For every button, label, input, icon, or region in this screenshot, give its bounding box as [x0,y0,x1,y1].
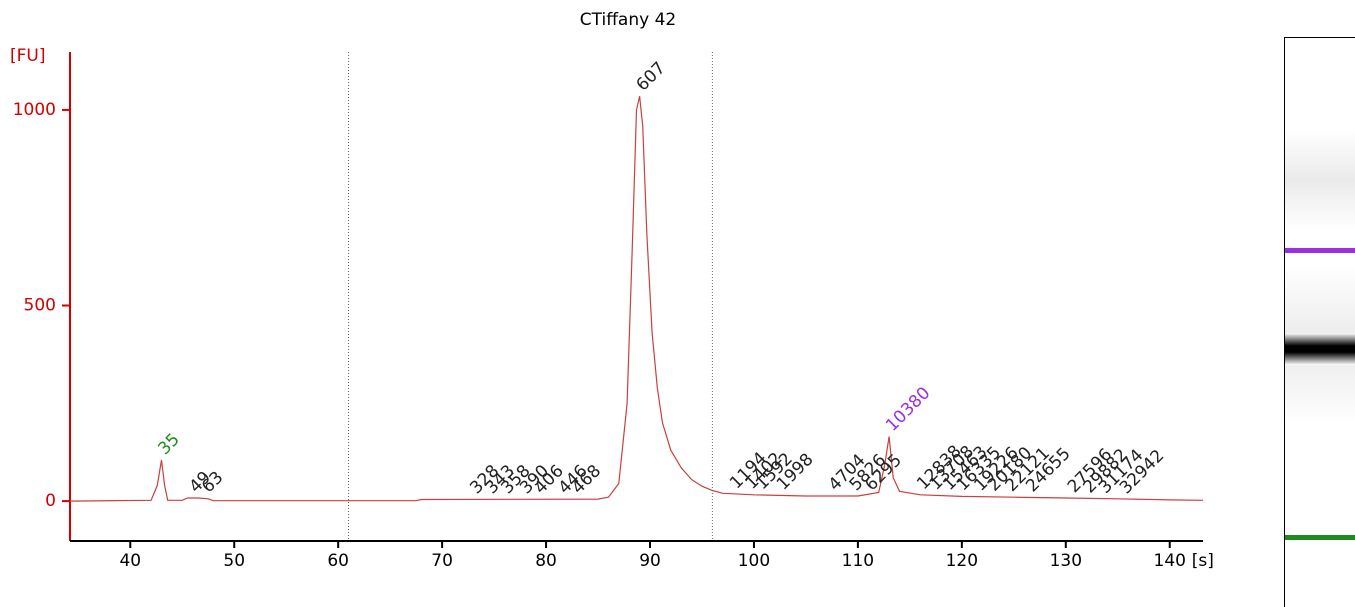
peak-label: 10380 [882,383,934,435]
gel-lane [1284,37,1355,607]
x-tick-label: 80 [535,551,557,571]
gel-lower-marker [1285,535,1355,540]
x-axis-label: [s] [1192,551,1214,571]
x-tick-label: 120 [946,551,978,571]
gel-smear [1285,130,1355,230]
chart-title: CTiffany 42 [580,10,676,30]
y-axis-label: [FU] [10,46,46,66]
x-tick-label: 130 [1050,551,1082,571]
x-tick-label: 50 [223,551,245,571]
x-tick-label: 40 [119,551,141,571]
peak-label: 607 [633,58,670,95]
x-tick-label: 140 [1154,551,1186,571]
y-tick-label: 1000 [13,100,56,120]
x-tick-label: 100 [738,551,770,571]
x-tick-label: 60 [327,551,349,571]
x-tick-label: 110 [842,551,874,571]
gel-band [1285,333,1355,365]
gel-upper-marker [1285,248,1355,253]
y-tick-label: 500 [24,295,56,315]
x-tick-label: 90 [639,551,661,571]
trace-line [69,96,1204,502]
y-tick-label: 0 [45,491,56,511]
peak-label: 35 [154,430,183,459]
x-tick-label: 70 [431,551,453,571]
